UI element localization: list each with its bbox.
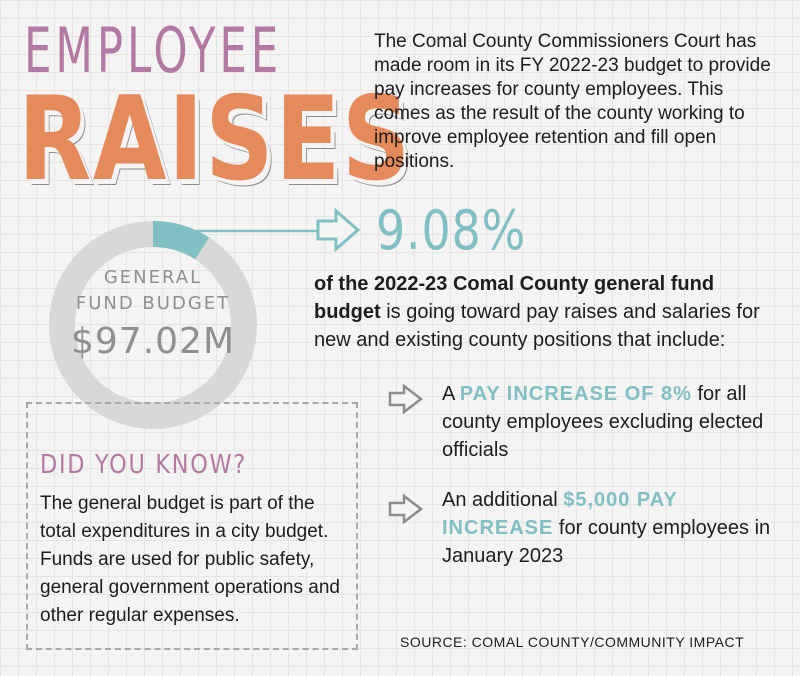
did-you-know-box (26, 402, 358, 650)
bullet-pre: A (442, 383, 460, 405)
stat-description-bold: of the 2022-23 Comal County general fund… (314, 273, 715, 323)
budget-donut-chart (49, 221, 257, 429)
donut-highlight-slice (152, 221, 210, 260)
bullet-post: for all county employees excluding elect… (442, 383, 764, 461)
intro-paragraph: The Comal County Commissioners Court has… (374, 31, 771, 172)
did-you-know-title: DID YOU KNOW? (40, 450, 247, 480)
bullet-post: for county employees in January 2023 (442, 517, 771, 567)
source-credit: SOURCE: COMAL COUNTY/COMMUNITY IMPACT (400, 634, 745, 650)
teal-arrow-icon (316, 208, 361, 252)
bullet-text: An additional $5,000 PAY INCREASE for co… (442, 486, 782, 570)
donut-center-label: GENERAL FUND BUDGET $97.02M (38, 265, 268, 365)
headline-employee: EMPLOYEE (24, 14, 283, 87)
gray-arrow-icon (388, 494, 424, 524)
bullet-highlight: PAY INCREASE OF 8% (459, 383, 692, 405)
bullet-text: A PAY INCREASE OF 8% for all county empl… (442, 380, 782, 464)
did-you-know-text: The general budget is part of the total … (40, 493, 340, 626)
stat-description-rest: is going toward pay raises and salaries … (314, 301, 760, 351)
headline-raises: RAISES (18, 72, 413, 207)
stat-description: of the 2022-23 Comal County general fund… (314, 270, 784, 354)
donut-label-line2: FUND BUDGET (75, 293, 231, 314)
donut-total-value: $97.02M (70, 321, 236, 362)
callout-connector (195, 229, 320, 233)
donut-label-line1: GENERAL (103, 267, 203, 288)
bullet-pre: An additional (442, 489, 564, 511)
bullet-highlight: $5,000 PAY INCREASE (442, 489, 678, 539)
stat-percent: 9.08% (376, 199, 527, 262)
gray-arrow-icon (388, 384, 424, 414)
